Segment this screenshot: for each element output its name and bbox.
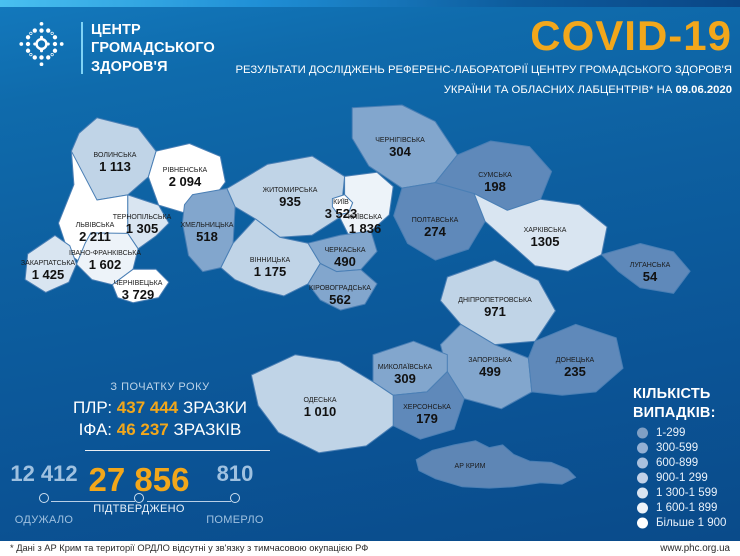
svg-text:274: 274 <box>424 224 446 239</box>
svg-text:ТЕРНОПІЛЬСЬКА: ТЕРНОПІЛЬСЬКА <box>113 214 172 221</box>
svg-text:179: 179 <box>416 411 438 426</box>
svg-text:ІВАНО-ФРАНКІВСЬКА: ІВАНО-ФРАНКІВСЬКА <box>69 250 141 257</box>
svg-text:ВОЛИНСЬКА: ВОЛИНСЬКА <box>94 152 137 159</box>
svg-text:РІВНЕНСЬКА: РІВНЕНСЬКА <box>163 167 208 174</box>
svg-text:518: 518 <box>196 229 218 244</box>
svg-text:1 836: 1 836 <box>349 221 382 236</box>
svg-text:ЧЕРНІГІВСЬКА: ЧЕРНІГІВСЬКА <box>375 137 425 144</box>
svg-text:1305: 1305 <box>531 234 560 249</box>
svg-text:562: 562 <box>329 292 351 307</box>
svg-text:АР КРИМ: АР КРИМ <box>455 463 486 470</box>
svg-text:КИЇВ: КИЇВ <box>333 198 349 206</box>
svg-text:ХАРКІВСЬКА: ХАРКІВСЬКА <box>524 227 567 234</box>
svg-text:ЧЕРНІВЕЦЬКА: ЧЕРНІВЕЦЬКА <box>114 280 163 287</box>
svg-text:1 602: 1 602 <box>89 257 122 272</box>
svg-text:КІРОВОГРАДСЬКА: КІРОВОГРАДСЬКА <box>309 285 371 292</box>
svg-text:ПОЛТАВСЬКА: ПОЛТАВСЬКА <box>412 217 459 224</box>
svg-text:235: 235 <box>564 364 586 379</box>
svg-text:ЧЕРКАСЬКА: ЧЕРКАСЬКА <box>325 247 366 254</box>
svg-text:1 010: 1 010 <box>304 404 337 419</box>
svg-text:3 729: 3 729 <box>122 287 155 302</box>
svg-text:1 425: 1 425 <box>32 267 65 282</box>
svg-text:ОДЕСЬКА: ОДЕСЬКА <box>303 397 336 404</box>
svg-text:309: 309 <box>394 371 416 386</box>
svg-text:ДОНЕЦЬКА: ДОНЕЦЬКА <box>556 357 595 364</box>
svg-text:2 094: 2 094 <box>169 174 202 189</box>
svg-text:935: 935 <box>279 194 301 209</box>
svg-text:2 211: 2 211 <box>79 229 111 244</box>
svg-text:ДНІПРОПЕТРОВСЬКА: ДНІПРОПЕТРОВСЬКА <box>458 297 532 304</box>
svg-text:ВІННИЦЬКА: ВІННИЦЬКА <box>250 257 291 264</box>
svg-text:ЖИТОМИРСЬКА: ЖИТОМИРСЬКА <box>263 187 318 194</box>
svg-text:КИЇВСЬКА: КИЇВСЬКА <box>348 213 382 221</box>
svg-text:971: 971 <box>484 304 506 319</box>
svg-text:ЛЬВІВСЬКА: ЛЬВІВСЬКА <box>76 222 115 229</box>
svg-text:ХМЕЛЬНИЦЬКА: ХМЕЛЬНИЦЬКА <box>181 222 234 229</box>
svg-text:СУМСЬКА: СУМСЬКА <box>478 172 512 179</box>
svg-text:304: 304 <box>389 144 411 159</box>
svg-text:198: 198 <box>484 179 506 194</box>
svg-text:1 113: 1 113 <box>99 159 131 174</box>
svg-text:1 175: 1 175 <box>254 264 287 279</box>
svg-text:ХЕРСОНСЬКА: ХЕРСОНСЬКА <box>403 404 451 411</box>
svg-text:490: 490 <box>334 254 356 269</box>
svg-text:499: 499 <box>479 364 501 379</box>
svg-text:54: 54 <box>643 269 658 284</box>
svg-text:1 305: 1 305 <box>126 221 159 236</box>
svg-text:ЛУГАНСЬКА: ЛУГАНСЬКА <box>630 262 671 269</box>
svg-text:ЗАПОРІЗЬКА: ЗАПОРІЗЬКА <box>468 357 512 364</box>
svg-text:МИКОЛАЇВСЬКА: МИКОЛАЇВСЬКА <box>378 363 433 371</box>
svg-text:ЗАКАРПАТСЬКА: ЗАКАРПАТСЬКА <box>21 260 75 267</box>
